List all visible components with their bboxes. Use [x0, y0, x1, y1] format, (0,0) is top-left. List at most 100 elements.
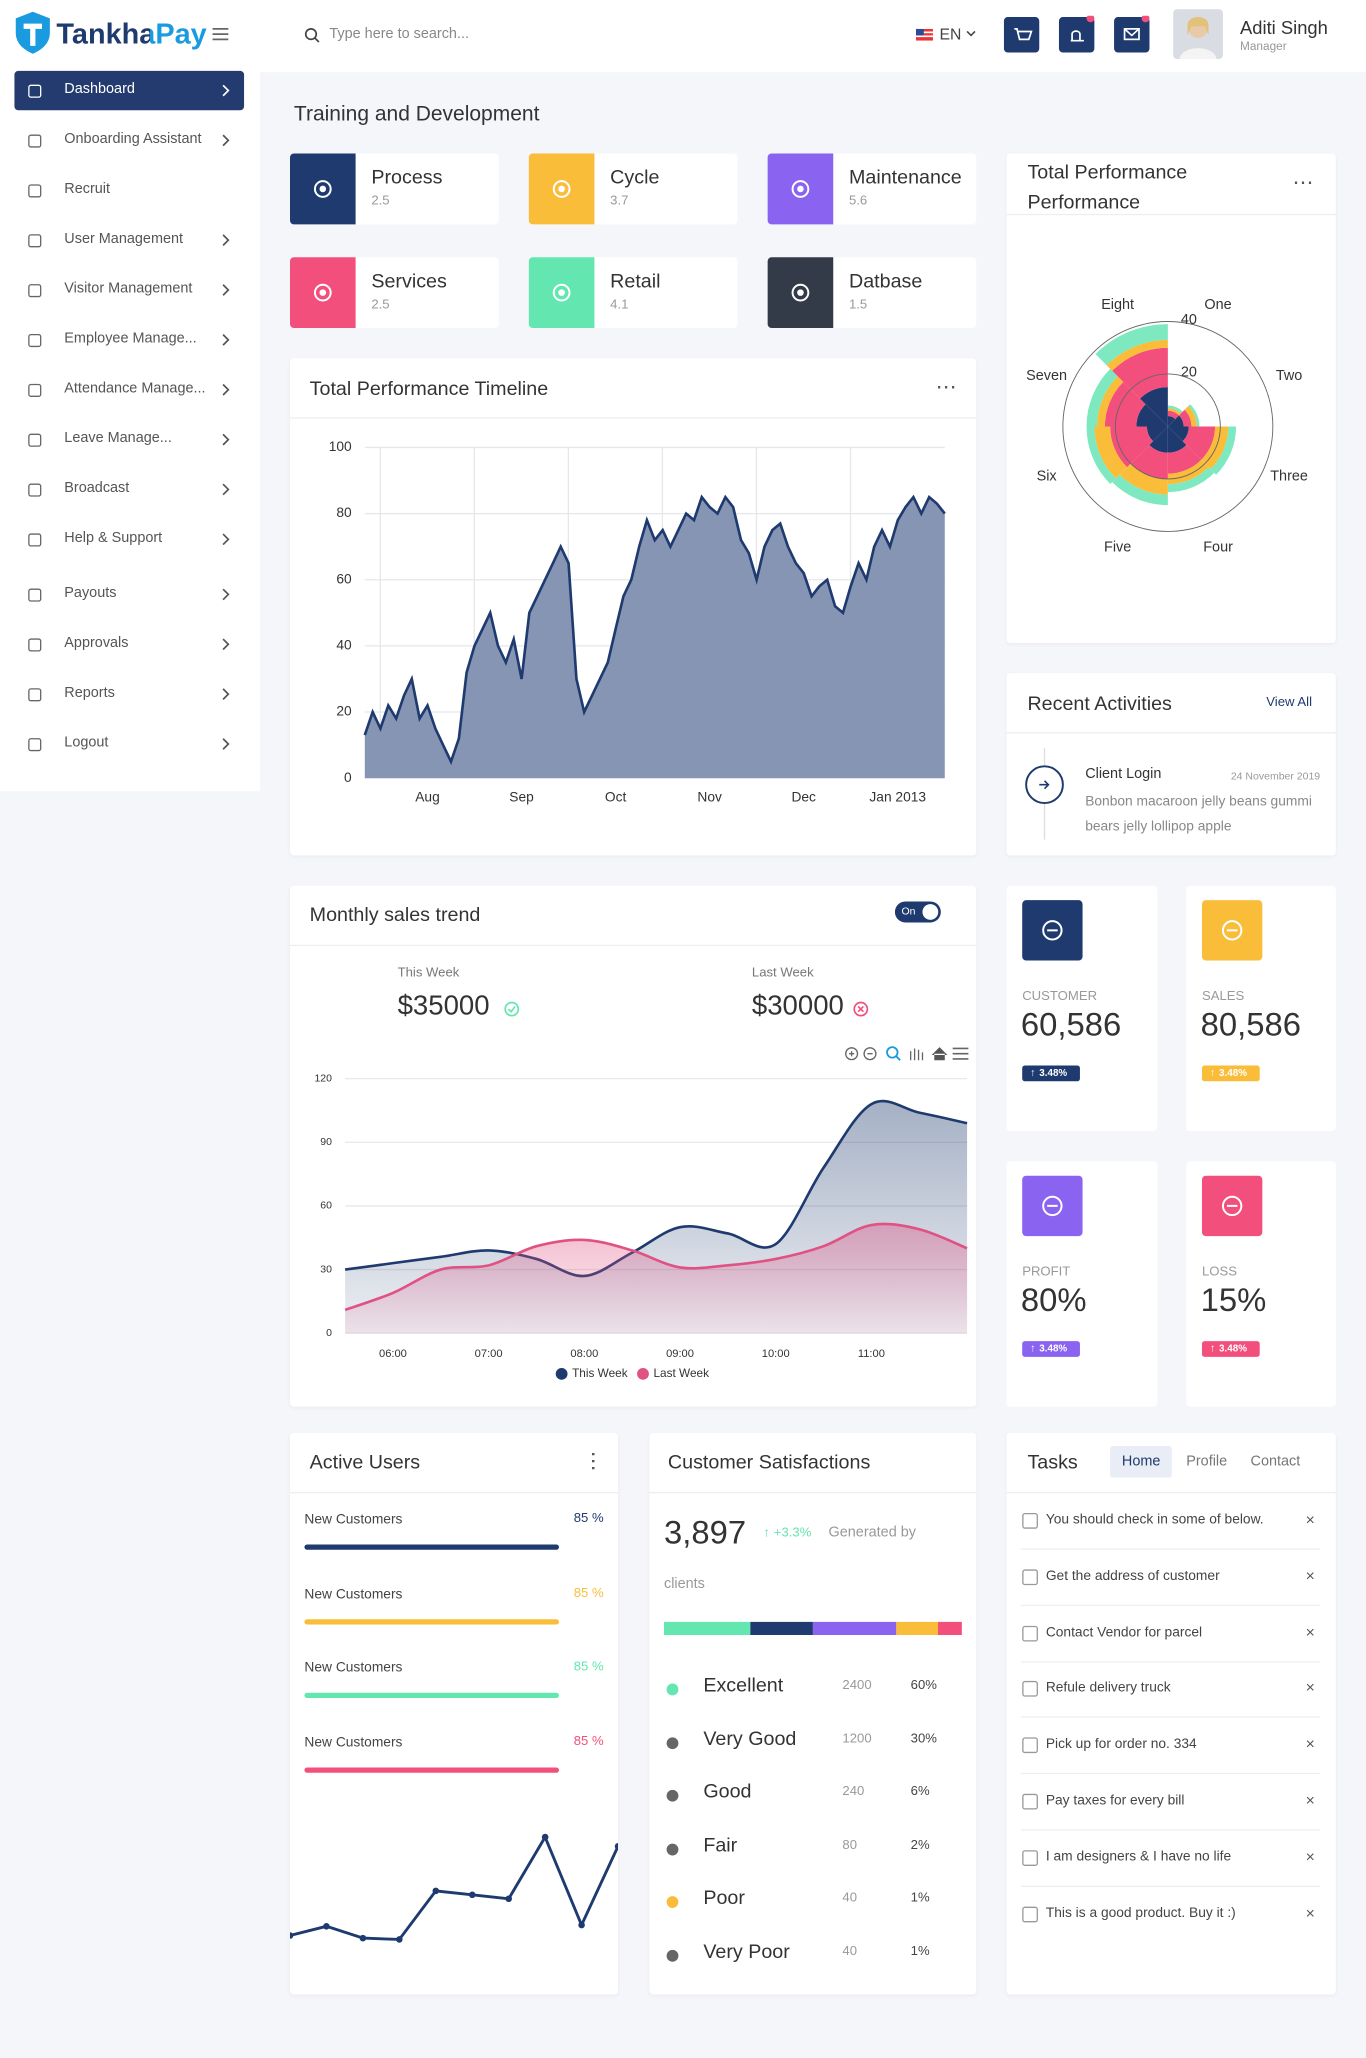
tile[interactable]: Retail 4.1	[528, 257, 738, 329]
language[interactable]: EN	[939, 24, 962, 44]
chevron-shape	[222, 433, 230, 446]
bar-value: 85 %	[573, 1660, 604, 1675]
menu-item[interactable]: Visitor Management	[14, 270, 244, 309]
tab[interactable]: Home	[1110, 1446, 1173, 1478]
checkbox[interactable]	[1022, 1849, 1038, 1866]
checkbox[interactable]	[1022, 1625, 1038, 1642]
glyph	[791, 283, 810, 302]
activity-date: 24 November 2019	[1230, 770, 1321, 783]
stat-icon	[1201, 1175, 1263, 1237]
chevron	[222, 84, 230, 97]
stat-label: CUSTOMER	[1022, 989, 1098, 1004]
remove-button[interactable]: ×	[1305, 1903, 1315, 1922]
chevron-shape	[222, 383, 230, 396]
menu-icon	[28, 483, 42, 497]
menu-item[interactable]: Payouts	[14, 575, 244, 614]
menu-item[interactable]: Dashboard	[14, 70, 245, 111]
bar-segment	[896, 1621, 939, 1636]
stat-value: 80%	[1020, 1282, 1087, 1319]
point	[468, 1891, 476, 1899]
polar-segment	[1167, 405, 1183, 414]
more-menu[interactable]: ⋯	[1292, 171, 1315, 195]
menu-item[interactable]: Attendance Manage...	[14, 370, 244, 409]
checkbox[interactable]	[1022, 1906, 1038, 1922]
r-tick-label: 40	[1181, 312, 1197, 328]
menu-label: Reports	[64, 684, 115, 701]
polar-segment	[1167, 426, 1189, 442]
menu-item[interactable]: Approvals	[14, 625, 244, 664]
more-menu[interactable]: ⋯	[935, 376, 958, 399]
bar-fill	[304, 1767, 559, 1773]
menu-item[interactable]: Onboarding Assistant	[14, 121, 244, 160]
menu-item[interactable]: User Management	[14, 220, 244, 259]
chart-toolbar[interactable]	[844, 1045, 970, 1063]
stat-badge: ↑ 3.48%	[1022, 1341, 1080, 1357]
tab[interactable]: Profile	[1186, 1453, 1228, 1470]
checkbox[interactable]	[1022, 1737, 1038, 1754]
x-tick-label: Nov	[697, 789, 722, 804]
point	[505, 1895, 512, 1903]
activity-text: Bonbon macaroon jelly beans gummi bears …	[1085, 793, 1312, 835]
tab[interactable]: Contact	[1250, 1453, 1301, 1470]
tile[interactable]: Maintenance 5.6	[767, 153, 977, 225]
stat-label: SALES	[1201, 989, 1245, 1004]
row-label: Good	[703, 1780, 752, 1804]
view-all[interactable]: View All	[1266, 695, 1312, 710]
separator	[1020, 1716, 1321, 1719]
category-label: Seven	[1026, 368, 1067, 384]
toggle[interactable]: On	[894, 901, 941, 923]
brand: TankhaPay	[56, 17, 207, 50]
legend-swatch	[637, 1367, 649, 1380]
checkbox[interactable]	[1022, 1512, 1038, 1529]
polar-segment	[1104, 381, 1146, 427]
search-input[interactable]: Type here to search...	[329, 26, 469, 42]
task-text: This is a good product. Buy it :)	[1045, 1904, 1236, 1921]
x-tick-label: 07:00	[475, 1348, 503, 1360]
bar-label: New Customers	[304, 1511, 403, 1528]
remove-button[interactable]: ×	[1305, 1566, 1315, 1585]
toggle-knob	[922, 904, 939, 920]
tile[interactable]: Cycle 3.7	[528, 153, 738, 225]
menu-toggle[interactable]	[211, 25, 229, 43]
remove-button[interactable]: ×	[1305, 1734, 1315, 1754]
category-label: One	[1204, 297, 1231, 313]
remove-button[interactable]: ×	[1305, 1847, 1315, 1866]
icon-shape	[28, 433, 42, 447]
tile[interactable]: Datbase 1.5	[767, 257, 977, 329]
point	[396, 1936, 403, 1943]
polar-segment	[1167, 467, 1215, 493]
checkbox[interactable]	[1022, 1793, 1038, 1810]
menu-item[interactable]: Broadcast	[14, 470, 244, 509]
menu-item[interactable]: Reports	[14, 674, 244, 713]
action-buttons[interactable]	[1003, 15, 1151, 55]
y-tick-label: 90	[320, 1137, 332, 1148]
bar-segment	[663, 1621, 751, 1636]
category-label: Six	[1037, 468, 1058, 484]
avatar[interactable]	[1173, 9, 1223, 60]
tile[interactable]: Process 2.5	[289, 153, 499, 225]
bar-track	[304, 1544, 603, 1550]
tile-icon	[289, 257, 356, 329]
remove-button[interactable]: ×	[1305, 1791, 1315, 1810]
icon-shape	[28, 588, 42, 602]
y-tick-label: 30	[320, 1264, 332, 1275]
tile[interactable]: Services 2.5	[289, 257, 499, 329]
timeline-card: Total Performance Timeline ⋯ 0 20 40 60 80 10…	[289, 358, 977, 856]
remove-button[interactable]: ×	[1305, 1622, 1315, 1642]
section-title: Training and Development	[293, 103, 540, 126]
menu-item[interactable]: Logout	[14, 724, 244, 763]
stat-label: PROFIT	[1022, 1264, 1071, 1280]
menu-item[interactable]: Leave Manage...	[14, 420, 244, 459]
icon-glyph	[313, 180, 332, 198]
remove-button[interactable]: ×	[1305, 1510, 1315, 1529]
remove-button[interactable]: ×	[1305, 1678, 1315, 1698]
status-icon	[504, 1001, 520, 1017]
menu-item[interactable]: Recruit	[14, 171, 244, 210]
row-count: 1200	[842, 1731, 872, 1747]
checkbox[interactable]	[1022, 1681, 1038, 1698]
checkbox[interactable]	[1022, 1569, 1038, 1585]
menu-item[interactable]: Employee Manage...	[14, 320, 244, 359]
menu-item[interactable]: Help & Support	[14, 520, 244, 559]
y-tick-label: 100	[329, 439, 352, 454]
